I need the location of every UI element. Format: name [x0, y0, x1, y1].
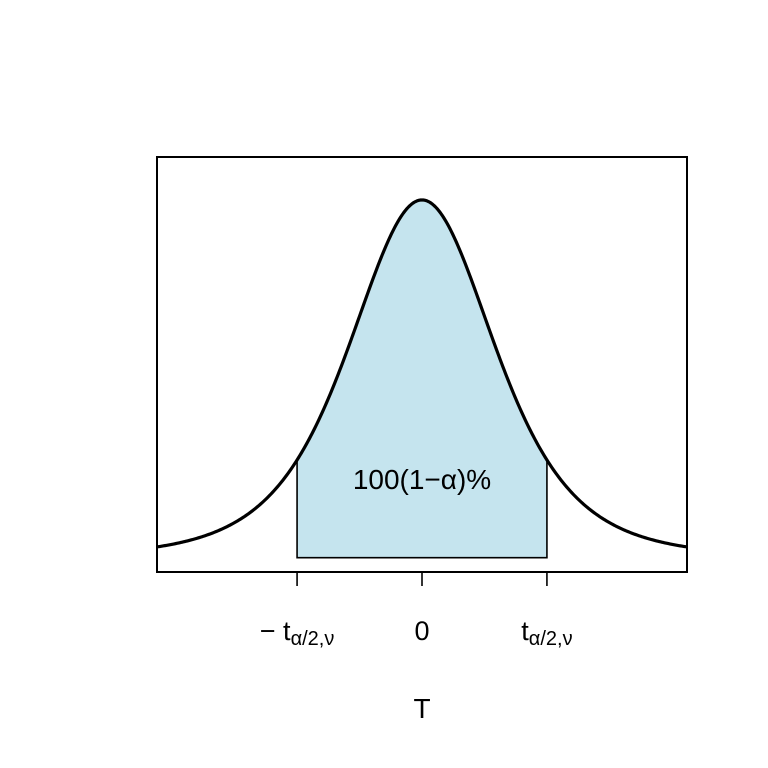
x-axis-ticks: − tα/2,ν 0 tα/2,ν — [260, 572, 573, 650]
x-axis-label: T — [413, 693, 430, 724]
x-tick-label: 0 — [414, 616, 429, 646]
x-tick-label: − tα/2,ν — [260, 616, 335, 650]
plot-area — [156, 198, 688, 559]
shaded-area-label: 100(1−α)% — [353, 464, 491, 495]
x-tick-label: tα/2,ν — [521, 616, 572, 650]
density-curve — [156, 198, 688, 549]
